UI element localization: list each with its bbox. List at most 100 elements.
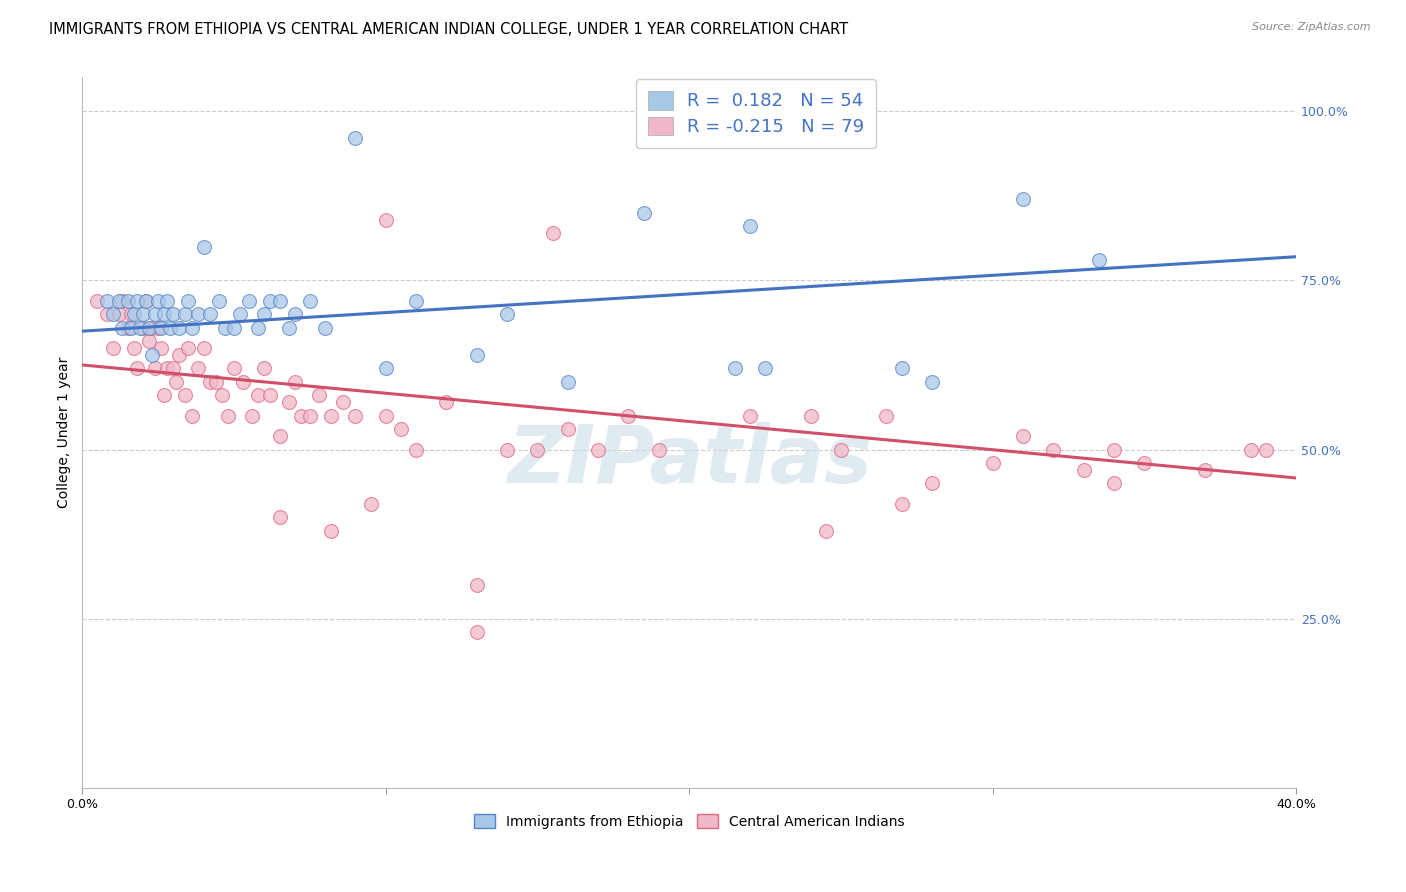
Point [177,293,200,308]
Point [193,341,215,355]
Point [405,293,427,308]
Point [146,293,169,308]
Point [141,348,163,362]
Point [374,361,396,376]
Point [111,293,134,308]
Point [541,226,564,240]
Point [107,307,129,321]
Text: ZIPatlas: ZIPatlas [506,422,872,500]
Point [814,524,837,538]
Point [314,320,336,334]
Point [208,293,231,308]
Point [374,212,396,227]
Point [465,348,488,362]
Point [120,320,142,334]
Point [269,510,291,524]
Point [1012,429,1035,443]
Point [180,320,202,334]
Point [132,307,155,321]
Point [180,409,202,423]
Point [138,334,160,349]
Point [308,388,330,402]
Point [981,456,1004,470]
Point [138,320,160,334]
Point [162,307,184,321]
Point [465,578,488,592]
Y-axis label: College, Under 1 year: College, Under 1 year [58,357,72,508]
Point [169,320,191,334]
Point [738,219,761,234]
Point [800,409,823,423]
Point [890,497,912,511]
Point [96,307,118,321]
Point [586,442,609,457]
Point [122,341,145,355]
Point [247,320,270,334]
Point [1239,442,1261,457]
Point [465,625,488,640]
Point [238,293,260,308]
Point [247,388,270,402]
Point [159,320,181,334]
Point [290,409,312,423]
Point [259,388,281,402]
Legend: Immigrants from Ethiopia, Central American Indians: Immigrants from Ethiopia, Central Americ… [468,809,910,834]
Point [321,409,343,423]
Point [436,395,458,409]
Point [321,524,343,538]
Point [1133,456,1156,470]
Point [129,320,152,334]
Point [557,422,579,436]
Point [198,307,221,321]
Point [405,442,427,457]
Point [132,320,155,334]
Point [117,293,139,308]
Point [1102,442,1125,457]
Text: IMMIGRANTS FROM ETHIOPIA VS CENTRAL AMERICAN INDIAN COLLEGE, UNDER 1 YEAR CORREL: IMMIGRANTS FROM ETHIOPIA VS CENTRAL AMER… [49,22,848,37]
Point [96,293,118,308]
Point [156,361,179,376]
Point [344,131,367,145]
Point [193,239,215,253]
Point [360,497,382,511]
Point [141,320,163,334]
Point [204,375,226,389]
Point [830,442,852,457]
Point [284,307,307,321]
Point [921,375,943,389]
Point [253,307,276,321]
Point [1012,192,1035,206]
Point [169,348,191,362]
Point [143,361,166,376]
Point [153,307,176,321]
Point [269,429,291,443]
Point [648,442,671,457]
Point [222,320,245,334]
Point [150,341,173,355]
Point [174,388,197,402]
Point [165,375,187,389]
Point [298,409,321,423]
Point [143,307,166,321]
Point [211,388,233,402]
Point [875,409,897,423]
Point [111,320,134,334]
Point [125,361,148,376]
Point [156,293,179,308]
Point [253,361,276,376]
Point [557,375,579,389]
Point [177,341,200,355]
Point [1194,463,1216,477]
Point [122,307,145,321]
Point [198,375,221,389]
Point [125,293,148,308]
Point [146,320,169,334]
Point [135,293,157,308]
Point [277,395,299,409]
Point [259,293,281,308]
Point [187,307,209,321]
Point [162,361,184,376]
Point [229,307,252,321]
Point [332,395,354,409]
Point [617,409,640,423]
